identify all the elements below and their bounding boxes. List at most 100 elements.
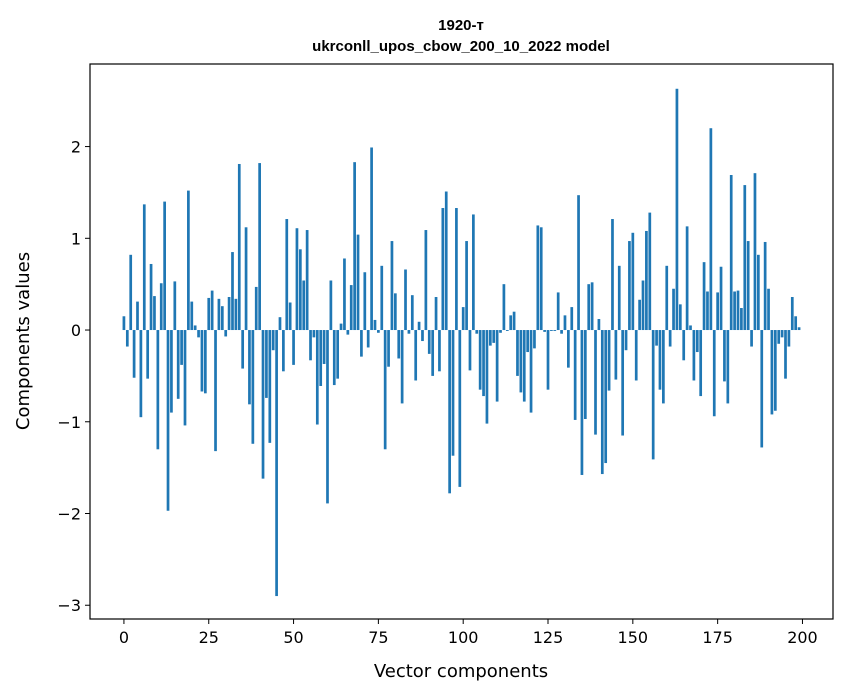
bar (142, 204, 146, 331)
bar (383, 330, 387, 450)
bar (502, 284, 506, 331)
bar (760, 330, 764, 448)
bar (424, 230, 428, 331)
bar (207, 297, 211, 331)
bar (522, 330, 526, 402)
bar (770, 330, 774, 415)
bar (231, 252, 234, 331)
bar (404, 269, 407, 331)
bar (567, 330, 570, 368)
x-tick-label: 100 (448, 628, 479, 647)
bar (648, 212, 652, 331)
bar (197, 330, 200, 338)
bar (295, 228, 299, 331)
bar (488, 330, 492, 346)
bar (716, 292, 719, 331)
x-tick-label: 50 (283, 628, 303, 647)
bar (499, 330, 502, 333)
bar (692, 330, 696, 381)
bar (699, 330, 703, 397)
bar (777, 330, 781, 344)
bar (227, 297, 231, 331)
bar (763, 241, 767, 331)
bar (573, 330, 577, 420)
bar (536, 225, 540, 331)
bar (600, 330, 604, 475)
bar (753, 173, 757, 331)
bar (237, 163, 241, 331)
x-axis-ticks: 0 25 50 75 100 125 150 175 200 (119, 619, 818, 647)
bar (268, 330, 272, 443)
bar (553, 330, 557, 331)
y-tick-label: 1 (71, 229, 81, 248)
bar (349, 285, 353, 331)
bar (746, 241, 750, 331)
bar (122, 316, 126, 331)
bar (132, 330, 136, 378)
bar (617, 265, 621, 331)
bar (784, 330, 787, 379)
bar (570, 307, 574, 331)
bar (353, 162, 356, 331)
bar (668, 330, 672, 347)
bar (224, 330, 228, 337)
bar (210, 290, 214, 331)
bar (217, 298, 221, 331)
bar (170, 330, 173, 413)
bar (329, 280, 333, 331)
bar (431, 330, 435, 376)
bar (672, 288, 675, 331)
bar (427, 330, 431, 354)
bar (719, 266, 723, 331)
bar (587, 284, 591, 331)
bar (319, 330, 323, 386)
x-tick-label: 175 (702, 628, 733, 647)
bar (757, 254, 760, 331)
bar (187, 190, 190, 331)
bar (750, 330, 753, 347)
bar (621, 330, 625, 436)
bar (336, 330, 340, 379)
y-tick-label: 2 (71, 138, 81, 157)
bar (492, 330, 496, 343)
bar (326, 330, 329, 504)
bar (702, 262, 706, 331)
bar (624, 330, 628, 351)
bar (254, 286, 258, 331)
bar (512, 311, 516, 331)
plot-frame (89, 63, 834, 620)
bar (366, 330, 370, 348)
bar (380, 265, 384, 331)
y-tick-label: 0 (71, 321, 81, 340)
bar (682, 330, 686, 361)
bar (370, 147, 373, 331)
bar (631, 232, 635, 331)
bar (505, 330, 509, 331)
bar (533, 330, 536, 349)
bar (309, 330, 312, 361)
bar (356, 234, 360, 331)
bar (550, 330, 553, 331)
bar (339, 323, 343, 331)
bar (332, 330, 336, 386)
bar (271, 330, 275, 351)
bar (651, 330, 655, 460)
bar (556, 292, 560, 331)
bar (780, 330, 784, 338)
bar (258, 163, 261, 331)
bar (156, 330, 160, 450)
bar (261, 330, 265, 479)
bar (190, 301, 194, 331)
bar (421, 330, 424, 342)
bar (475, 330, 479, 334)
bar (397, 330, 401, 359)
y-axis-label: Components values (13, 252, 34, 430)
bar (234, 298, 238, 331)
bar (305, 230, 309, 331)
bar (448, 330, 451, 494)
chart-title: 1920-т (438, 17, 484, 34)
bar (220, 306, 224, 331)
bar (485, 330, 489, 424)
bar (173, 281, 177, 331)
bar (292, 330, 295, 365)
